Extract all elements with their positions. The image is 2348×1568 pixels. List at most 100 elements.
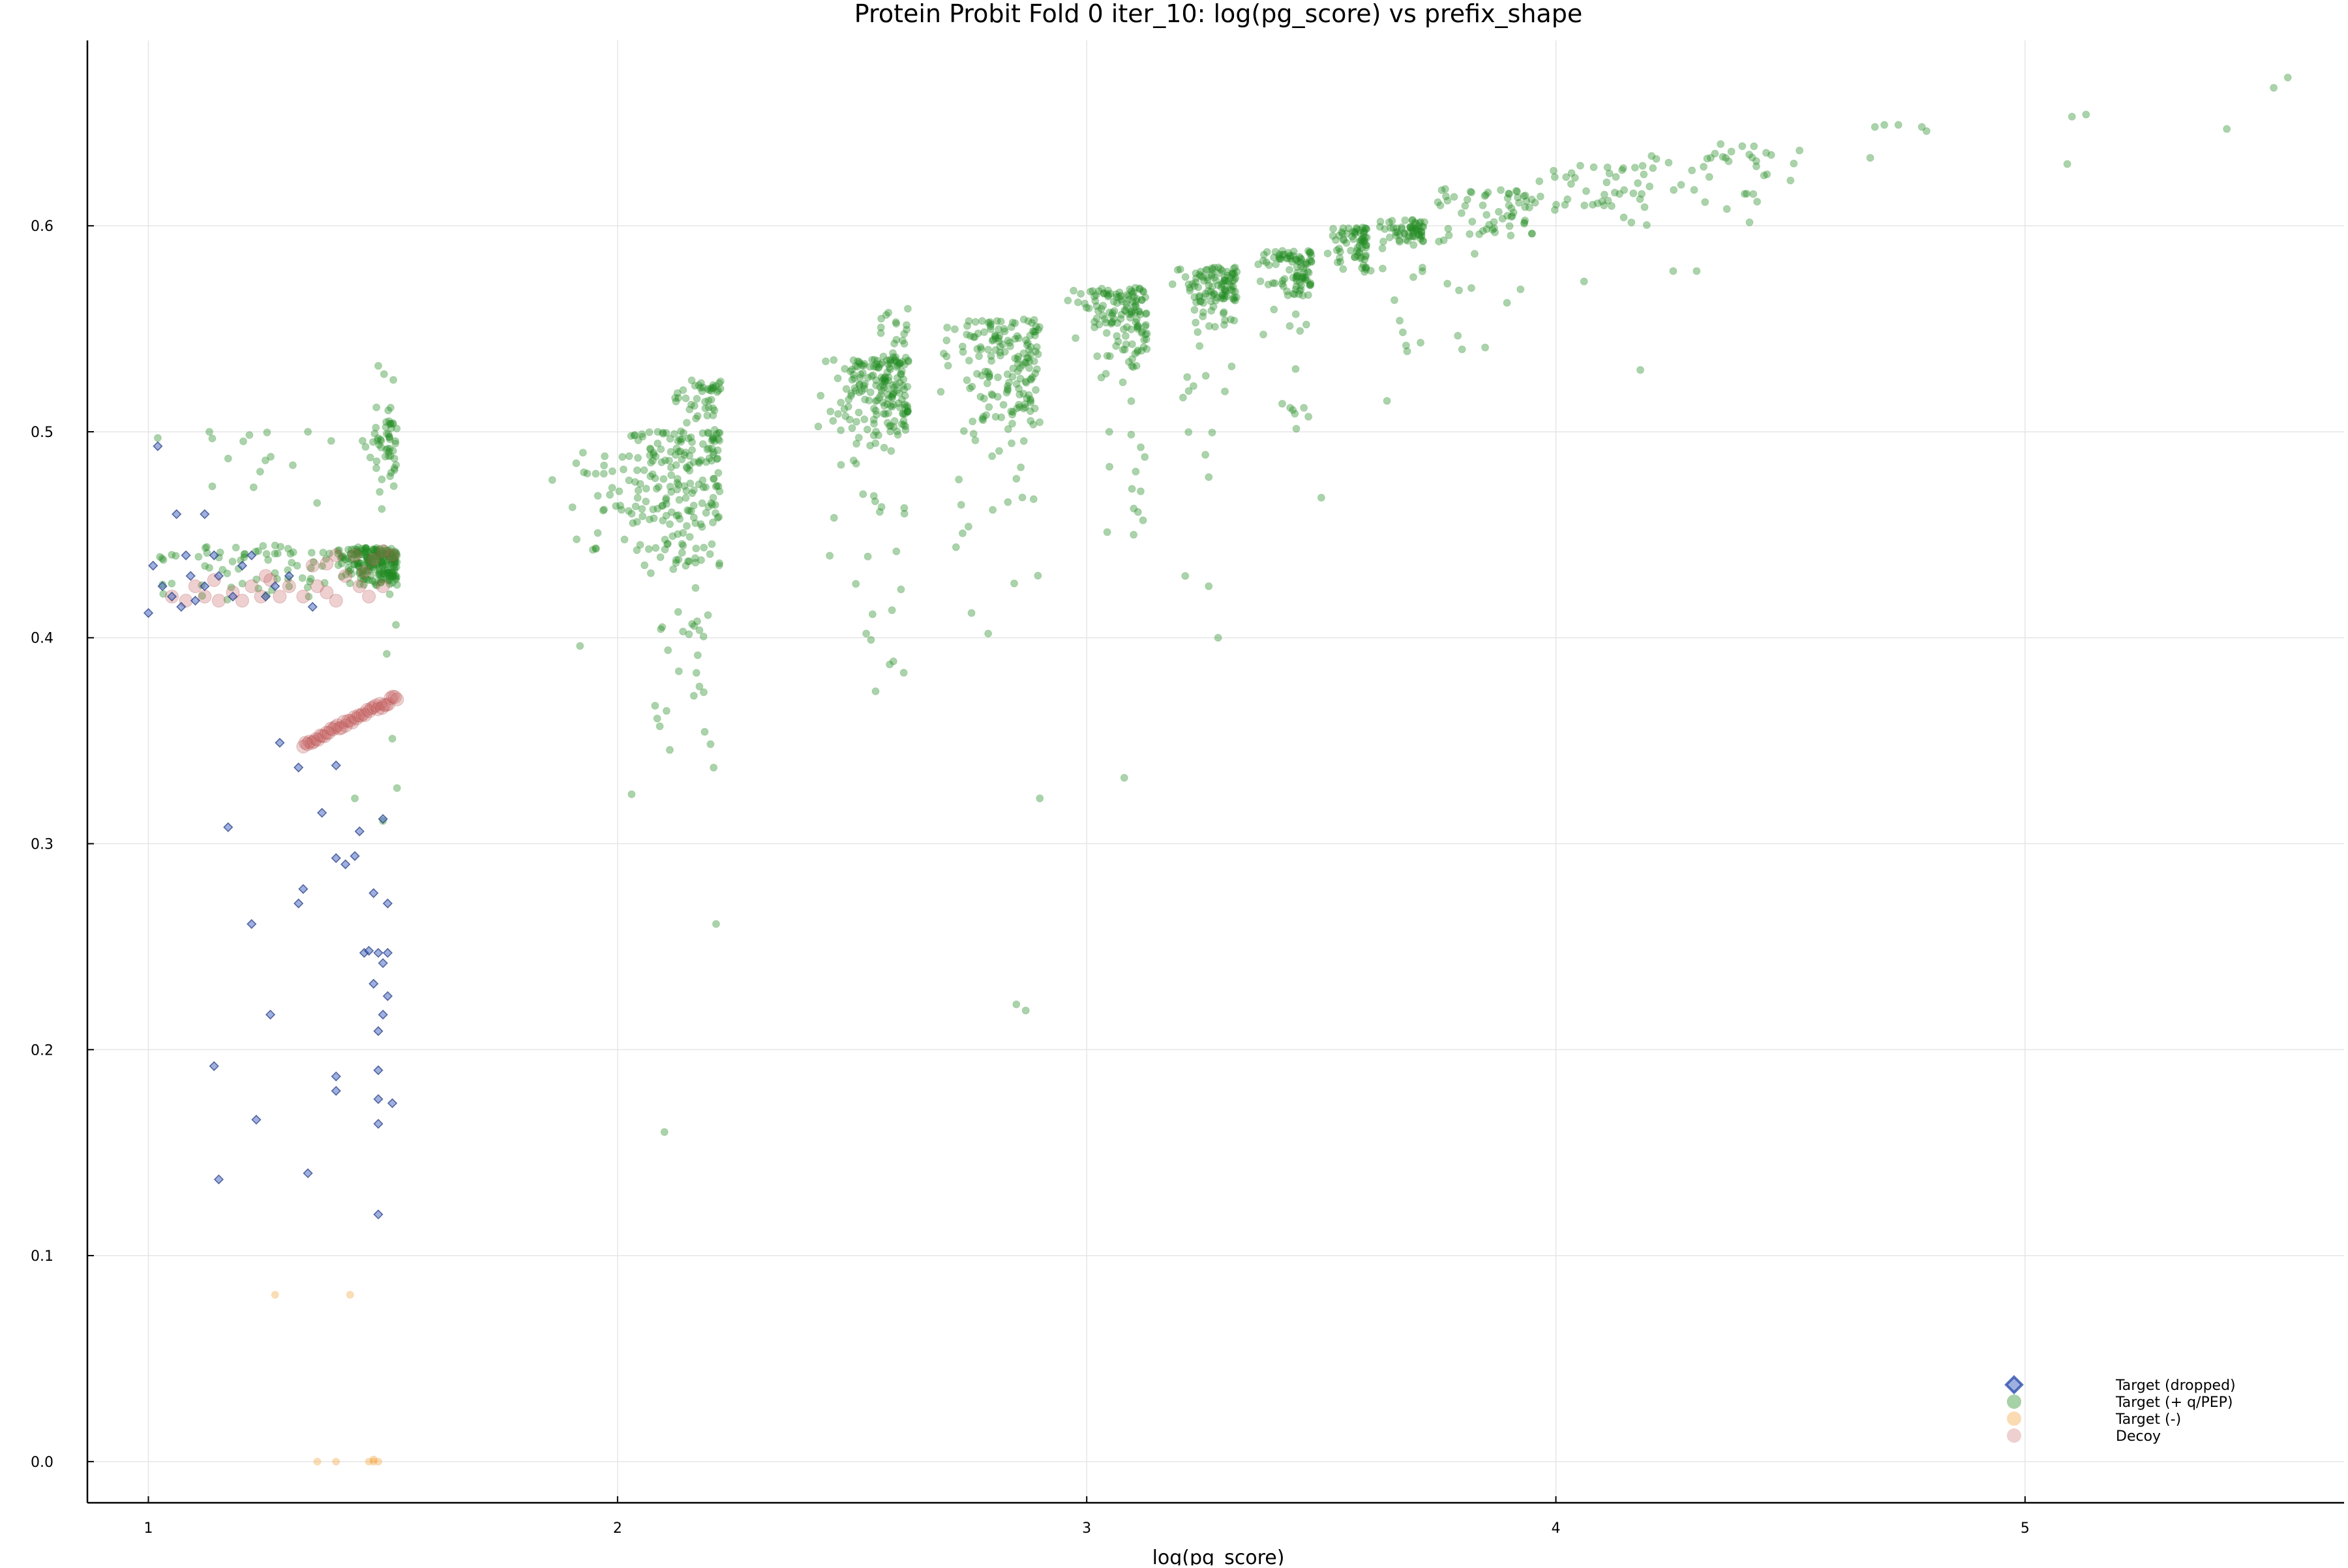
- data-point: [699, 440, 707, 448]
- data-point: [902, 321, 911, 329]
- data-point: [372, 552, 381, 561]
- data-point: [682, 494, 690, 502]
- data-point: [1283, 287, 1291, 295]
- data-point: [1025, 391, 1033, 399]
- data-point: [1131, 308, 1139, 316]
- data-point: [369, 545, 377, 554]
- data-point: [879, 399, 887, 407]
- data-point: [651, 701, 659, 710]
- data-point: [904, 356, 912, 365]
- data-point: [1132, 297, 1140, 305]
- data-point: [901, 354, 910, 362]
- data-point: [1192, 278, 1200, 286]
- data-point: [1192, 274, 1200, 282]
- data-point: [1488, 226, 1497, 234]
- data-point: [1525, 204, 1533, 212]
- data-point: [1010, 579, 1018, 588]
- data-point: [669, 565, 678, 573]
- data-point: [1295, 252, 1304, 261]
- data-point: [1299, 292, 1307, 300]
- data-point: [883, 419, 892, 427]
- data-point: [1024, 317, 1032, 325]
- data-point: [882, 377, 890, 385]
- data-point: [172, 509, 182, 519]
- data-point: [673, 479, 682, 487]
- data-point: [1030, 327, 1038, 336]
- series-decoy: [164, 544, 404, 754]
- data-point: [873, 396, 881, 404]
- data-point: [900, 329, 909, 338]
- data-point: [367, 556, 375, 565]
- data-point: [679, 429, 687, 437]
- data-point: [1711, 149, 1719, 158]
- data-point: [1454, 286, 1463, 295]
- data-point: [371, 548, 380, 556]
- data-point: [1025, 357, 1034, 366]
- data-point: [1012, 1000, 1021, 1008]
- data-point: [1259, 250, 1268, 259]
- y-tick-label: 0.5: [31, 425, 53, 441]
- data-point: [344, 564, 353, 572]
- data-point: [1138, 327, 1147, 336]
- data-point: [881, 372, 890, 381]
- data-point: [869, 415, 878, 424]
- data-point: [994, 373, 1002, 382]
- data-point: [1355, 226, 1364, 234]
- data-point: [363, 946, 374, 956]
- data-point: [708, 500, 717, 509]
- data-point: [847, 389, 856, 398]
- data-point: [339, 569, 353, 583]
- data-point: [1922, 127, 1931, 135]
- data-point: [900, 504, 909, 512]
- data-point: [982, 411, 991, 419]
- x-tick-label: 4: [1552, 1520, 1561, 1537]
- data-point: [1521, 191, 1529, 200]
- data-point: [245, 430, 254, 439]
- data-point: [1299, 264, 1308, 273]
- data-point: [1411, 225, 1420, 234]
- data-point: [1439, 236, 1448, 245]
- data-point: [713, 388, 721, 397]
- data-point: [379, 558, 387, 566]
- data-point: [1210, 290, 1218, 298]
- data-point: [848, 376, 856, 384]
- data-point: [1398, 223, 1406, 232]
- data-point: [387, 690, 402, 704]
- data-point: [275, 738, 285, 748]
- data-point: [1006, 342, 1014, 350]
- data-point: [682, 522, 691, 530]
- data-point: [969, 430, 978, 438]
- data-point: [898, 337, 907, 345]
- data-point: [384, 406, 393, 415]
- data-point: [376, 435, 385, 444]
- data-point: [311, 732, 325, 747]
- data-point: [1721, 154, 1730, 162]
- data-point: [939, 350, 948, 358]
- data-point: [1481, 192, 1489, 200]
- data-point: [1203, 265, 1211, 274]
- data-point: [1342, 239, 1351, 247]
- data-point: [1339, 265, 1347, 273]
- data-point: [1616, 190, 1624, 198]
- data-point: [326, 722, 340, 736]
- data-point: [890, 388, 898, 397]
- data-point: [1336, 258, 1345, 266]
- data-point: [372, 552, 381, 560]
- data-point: [682, 448, 690, 457]
- data-point: [376, 579, 385, 587]
- data-point: [350, 560, 358, 568]
- data-point: [685, 507, 693, 515]
- data-point: [368, 558, 376, 566]
- data-point: [247, 919, 257, 929]
- data-point: [1211, 323, 1219, 331]
- data-point: [387, 545, 395, 553]
- data-point: [679, 386, 687, 395]
- data-point: [1090, 292, 1098, 301]
- data-point: [655, 722, 664, 731]
- data-point: [1301, 275, 1310, 284]
- data-point: [703, 412, 712, 420]
- data-point: [1133, 348, 1141, 356]
- data-point: [1796, 146, 1804, 155]
- data-point: [1362, 243, 1370, 252]
